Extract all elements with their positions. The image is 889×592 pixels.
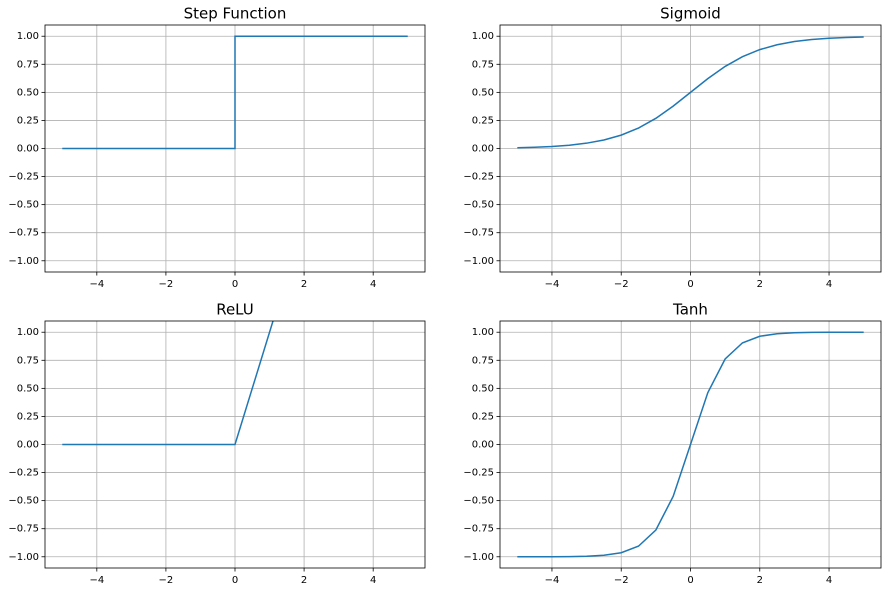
x-tick-label: −4 [545,575,560,586]
y-tick-label: 0.75 [17,355,39,366]
x-tick-label: 4 [370,279,376,290]
y-tick-label: 0.00 [17,144,39,155]
chart-title: Sigmoid [660,5,721,23]
y-tick-label: 0.50 [472,383,494,394]
y-tick-label: 0.25 [17,411,39,422]
y-tick-label: 0.75 [17,59,39,70]
y-tick-label: −0.75 [8,524,39,535]
x-tick-label: 0 [687,279,693,290]
y-tick-label: −0.50 [463,200,494,211]
line [62,35,408,150]
y-tick-label: 0.75 [472,355,494,366]
x-tick-label: 0 [232,279,238,290]
x-tick-label: −2 [159,279,174,290]
y-tick-label: −0.50 [463,496,494,507]
line [517,331,864,558]
x-tick-label: −4 [89,279,104,290]
y-tick-label: −0.25 [463,172,494,183]
x-tick-label: 4 [826,279,832,290]
x-tick-label: 0 [232,575,238,586]
y-tick-label: 0.25 [17,115,39,126]
y-tick-label: −1.00 [8,552,39,563]
y-tick-label: 0.00 [17,440,39,451]
y-tick-label: −1.00 [463,256,494,267]
x-tick-label: 2 [301,575,307,586]
y-tick-label: 1.00 [472,327,494,338]
axes-frame [499,320,882,569]
y-tick-label: 0.50 [17,87,39,98]
y-tick-label: 1.00 [17,31,39,42]
y-tick-label: 0.75 [472,59,494,70]
y-tick-label: 1.00 [17,327,39,338]
line [517,36,864,149]
y-tick-label: 0.25 [472,411,494,422]
y-tick-label: −0.75 [463,524,494,535]
x-tick-label: −2 [614,279,629,290]
y-tick-label: −0.25 [8,172,39,183]
axes-frame [499,24,882,273]
y-tick-label: −0.75 [8,228,39,239]
x-tick-label: 4 [370,575,376,586]
y-tick-label: 0.00 [472,440,494,451]
x-tick-label: −4 [545,279,560,290]
y-tick-label: 0.50 [472,87,494,98]
x-tick-label: 2 [301,279,307,290]
y-tick-label: −0.50 [8,200,39,211]
x-tick-label: −2 [614,575,629,586]
y-tick-label: 0.00 [472,144,494,155]
chart-title: ReLU [216,301,254,319]
y-tick-label: −0.25 [8,468,39,479]
y-tick-label: 1.00 [472,31,494,42]
x-tick-label: −4 [89,575,104,586]
y-tick-label: 0.50 [17,383,39,394]
chart-title: Step Function [184,5,287,23]
x-tick-label: −2 [159,575,174,586]
y-tick-label: −0.25 [463,468,494,479]
y-tick-label: −0.50 [8,496,39,507]
x-tick-label: 2 [757,279,763,290]
axes-frame [44,320,426,569]
y-tick-label: −0.75 [463,228,494,239]
y-tick-label: −1.00 [463,552,494,563]
x-tick-label: 4 [826,575,832,586]
axes-frame [44,24,426,273]
y-tick-label: 0.25 [472,115,494,126]
x-tick-label: 0 [687,575,693,586]
y-tick-label: −1.00 [8,256,39,267]
line [62,321,274,446]
chart-title: Tanh [672,301,708,319]
x-tick-label: 2 [757,575,763,586]
